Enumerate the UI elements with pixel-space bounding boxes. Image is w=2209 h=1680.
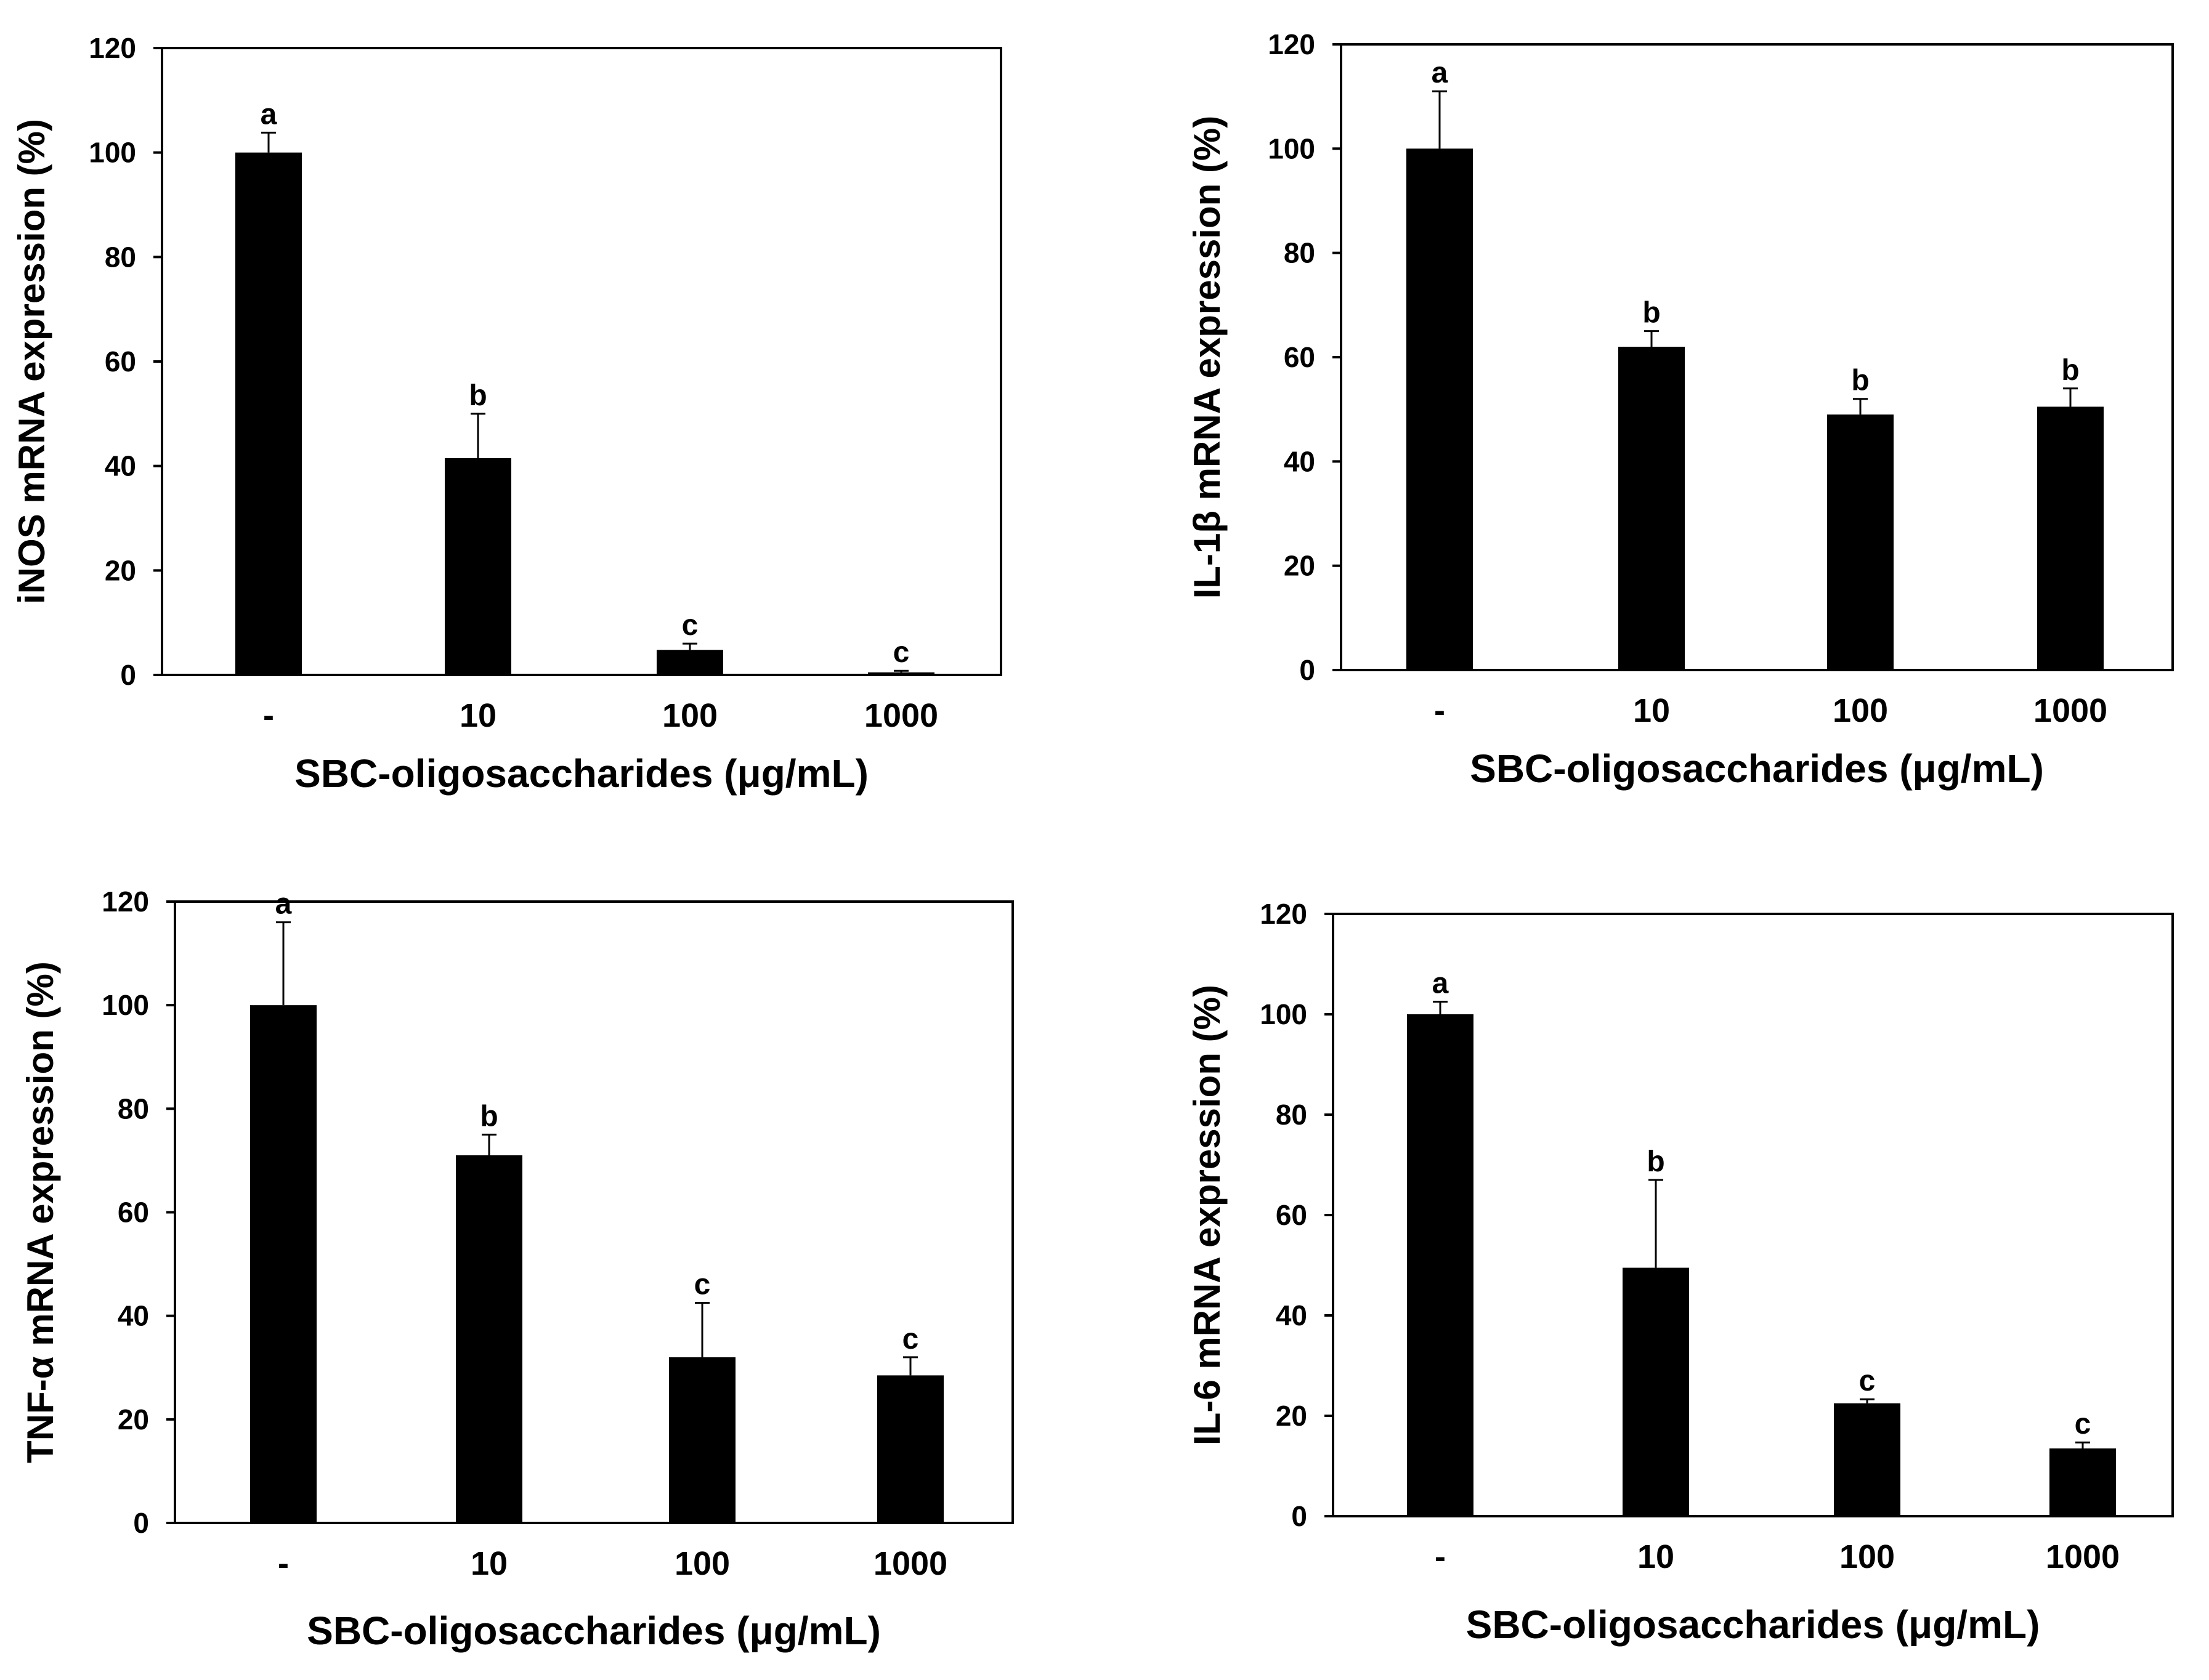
y-tick-label: 40 — [105, 450, 136, 482]
significance-letter: c — [694, 1269, 711, 1301]
bar-100 — [1827, 414, 1894, 670]
y-tick-label: 60 — [118, 1197, 149, 1229]
x-tick-label: 10 — [1633, 692, 1670, 729]
y-tick-label: 100 — [1260, 998, 1307, 1030]
x-axis-title: SBC-oligosaccharides (μg/mL) — [307, 1609, 881, 1653]
significance-letter: c — [893, 636, 910, 669]
significance-letter: a — [275, 888, 292, 921]
significance-letter: a — [1432, 967, 1449, 1000]
y-tick-label: 60 — [105, 345, 136, 378]
y-tick-label: 80 — [118, 1092, 149, 1125]
bar-10 — [1623, 1267, 1689, 1516]
bar-100 — [1834, 1403, 1900, 1516]
y-tick-label: 80 — [1276, 1099, 1307, 1131]
significance-letter: b — [480, 1100, 498, 1133]
x-tick-label: - — [263, 697, 274, 734]
x-tick-label: 1000 — [2046, 1538, 2120, 1575]
x-tick-label: - — [1434, 692, 1445, 729]
y-axis-title: IL-1β mRNA expression (%) — [1186, 116, 1228, 599]
significance-letter: a — [1432, 57, 1448, 89]
y-tick-label: 40 — [1276, 1299, 1307, 1331]
x-tick-label: - — [1435, 1538, 1446, 1575]
bar-10 — [456, 1155, 522, 1523]
y-tick-label: 20 — [1276, 1400, 1307, 1432]
significance-letter: c — [682, 609, 699, 642]
significance-letter: b — [469, 379, 487, 412]
bar-- — [1406, 148, 1473, 671]
y-tick-label: 80 — [105, 241, 136, 273]
bar-- — [235, 152, 302, 675]
significance-letter: b — [1851, 365, 1869, 397]
y-tick-label: 40 — [118, 1300, 149, 1332]
x-tick-label: 1000 — [864, 697, 938, 734]
y-tick-label: 0 — [133, 1507, 149, 1539]
y-tick-label: 20 — [105, 554, 136, 586]
significance-letter: c — [902, 1323, 919, 1355]
y-tick-label: 120 — [1260, 898, 1307, 930]
significance-letter: b — [1647, 1145, 1664, 1178]
y-tick-label: 60 — [1284, 341, 1315, 373]
y-tick-label: 0 — [1291, 1500, 1307, 1532]
bar-100 — [657, 650, 723, 675]
bar-1000 — [2037, 406, 2104, 670]
x-tick-label: 10 — [460, 697, 497, 734]
bar-1000 — [868, 672, 934, 675]
x-tick-label: 1000 — [2033, 692, 2107, 729]
y-axis-title: IL-6 mRNA expression (%) — [1186, 985, 1228, 1445]
bar-- — [250, 1005, 317, 1523]
x-tick-label: 100 — [1833, 692, 1888, 729]
bar-1000 — [2049, 1448, 2116, 1516]
x-tick-label: 10 — [1637, 1538, 1674, 1575]
y-tick-label: 100 — [102, 989, 149, 1021]
significance-letter: a — [261, 98, 277, 131]
y-tick-label: 20 — [118, 1403, 149, 1436]
y-tick-label: 60 — [1276, 1199, 1307, 1231]
y-tick-label: 20 — [1284, 550, 1315, 582]
chart-tnfa: 0 20 40 60 80 100 120 a - b 10 c 100 c 1000 SBC-oligosa… — [20, 886, 1014, 1653]
y-tick-label: 120 — [102, 886, 149, 918]
x-tick-label: 1000 — [873, 1545, 947, 1582]
x-axis-title: SBC-oligosaccharides (μg/mL) — [1470, 746, 2044, 791]
significance-letter: c — [2075, 1408, 2091, 1440]
y-tick-label: 80 — [1284, 237, 1315, 269]
chart-il1b: 0 20 40 60 80 100 120 a - b 10 b 100 b 1000 SBC-oligosa… — [1186, 28, 2174, 791]
x-tick-label: 100 — [1839, 1538, 1895, 1575]
y-tick-label: 0 — [1299, 654, 1315, 686]
x-axis-title: SBC-oligosaccharides (μg/mL) — [1466, 1602, 2040, 1647]
y-tick-label: 40 — [1284, 445, 1315, 477]
significance-letter: b — [2061, 354, 2079, 387]
y-tick-label: 100 — [1268, 132, 1315, 164]
x-axis-title: SBC-oligosaccharides (μg/mL) — [294, 751, 869, 796]
significance-letter: c — [1859, 1365, 1876, 1397]
x-tick-label: 10 — [471, 1545, 508, 1582]
chart-inos: 0 20 40 60 80 100 120 a - b 10 c 100 c 1000 SBC-oligosa… — [11, 32, 1002, 796]
y-axis-title: TNF-α mRNA expression (%) — [20, 961, 61, 1463]
significance-letter: b — [1642, 297, 1660, 329]
y-tick-label: 100 — [89, 137, 136, 169]
y-axis-title: iNOS mRNA expression (%) — [11, 119, 52, 604]
y-tick-label: 120 — [1268, 28, 1315, 60]
bar-- — [1407, 1014, 1473, 1516]
x-tick-label: 100 — [675, 1545, 730, 1582]
bar-1000 — [877, 1375, 944, 1523]
bar-10 — [445, 458, 511, 675]
y-tick-label: 120 — [89, 32, 136, 64]
bar-100 — [669, 1357, 736, 1523]
y-tick-label: 0 — [120, 659, 136, 691]
x-tick-label: - — [278, 1545, 289, 1582]
chart-il6: 0 20 40 60 80 100 120 a - b 10 c 100 c 1000SBC-oligosa… — [1186, 898, 2174, 1647]
x-tick-label: 100 — [662, 697, 718, 734]
bar-10 — [1618, 347, 1685, 670]
